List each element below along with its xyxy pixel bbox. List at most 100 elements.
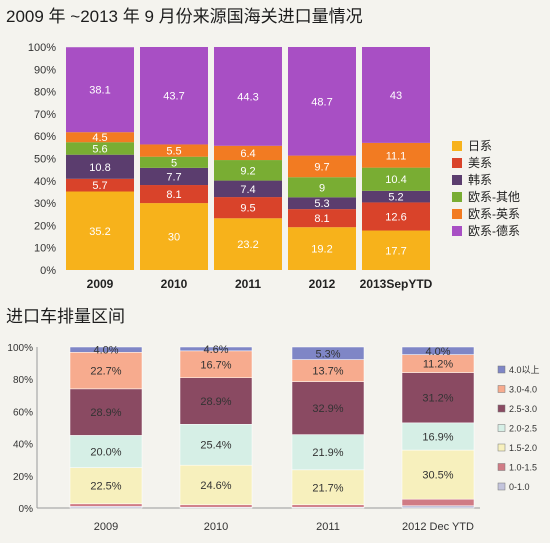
data-label: 9.7 — [314, 161, 329, 173]
data-label: 35.2 — [89, 226, 110, 238]
legend-label: 欧系-英系 — [468, 207, 520, 221]
legend-label: 2.5-3.0 — [509, 404, 537, 414]
legend-label: 2.0-2.5 — [509, 424, 537, 434]
data-label: 30 — [168, 232, 180, 244]
bar-segment — [362, 167, 430, 191]
legend-label: 3.0-4.0 — [509, 385, 537, 395]
legend-label: 日系 — [468, 139, 492, 153]
data-label: 4.0% — [425, 346, 450, 358]
bar-segment — [140, 144, 208, 157]
data-label: 5.2 — [388, 192, 403, 204]
data-label: 10.8 — [89, 162, 110, 174]
bar-segment — [66, 154, 134, 179]
data-label: 43 — [390, 90, 402, 102]
bar-segment — [214, 197, 282, 219]
legend-swatch — [452, 192, 462, 202]
data-label: 22.7% — [90, 366, 121, 378]
bar-segment — [214, 160, 282, 181]
x-category-label: 2012 — [309, 277, 336, 291]
data-label: 19.2 — [311, 244, 332, 256]
chart-title: 进口车排量区间 — [6, 307, 125, 326]
data-label: 12.6 — [385, 211, 406, 223]
data-label: 6.4 — [240, 148, 255, 160]
data-label: 7.4 — [240, 184, 255, 196]
y-tick-label: 90% — [34, 64, 56, 76]
x-category-label: 2009 — [87, 277, 114, 291]
bar-segment — [288, 227, 356, 270]
bar-segment — [401, 422, 475, 451]
x-category-label: 2012 Dec YTD — [402, 521, 474, 533]
bar-segment — [214, 145, 282, 161]
data-label: 4.0% — [93, 345, 118, 357]
data-label: 13.7% — [312, 366, 343, 378]
bar-segment — [69, 467, 143, 505]
data-label: 48.7 — [311, 96, 332, 108]
legend-swatch — [452, 209, 462, 219]
data-label: 16.9% — [422, 431, 453, 443]
bar-segment — [291, 381, 365, 435]
y-tick-label: 0% — [40, 265, 56, 277]
x-category-label: 2010 — [204, 521, 228, 533]
legend-label: 欧系-其他 — [468, 190, 520, 204]
data-label: 43.7 — [163, 91, 184, 103]
data-label: 31.2% — [422, 393, 453, 405]
bar-segment — [401, 346, 475, 355]
y-tick-label: 80% — [13, 375, 33, 386]
data-label: 5 — [171, 157, 177, 169]
legend-label: 美系 — [468, 156, 492, 170]
bar-segment — [66, 47, 134, 133]
data-label: 16.7% — [200, 359, 231, 371]
legend-label: 0-1.0 — [509, 482, 530, 492]
bar-segment — [291, 346, 365, 360]
bar-segment — [291, 469, 365, 506]
legend-swatch — [497, 424, 506, 432]
legend-swatch — [497, 482, 506, 491]
bar-segment — [288, 209, 356, 228]
data-label: 21.9% — [312, 447, 343, 459]
x-category-label: 2011 — [316, 521, 340, 533]
legend-label: 4.0以上 — [509, 365, 540, 375]
data-label: 5.5 — [166, 146, 181, 158]
bar-segment — [66, 191, 134, 270]
bar-segment — [69, 388, 143, 436]
data-label: 5.3% — [315, 348, 340, 360]
bar-segment — [66, 178, 134, 192]
bar-segment — [291, 504, 365, 508]
bar-segment — [362, 142, 430, 168]
bar-segment — [140, 185, 208, 204]
legend-swatch — [452, 175, 462, 185]
data-label: 25.4% — [200, 440, 231, 452]
y-tick-label: 50% — [34, 154, 56, 166]
data-label: 8.1 — [166, 189, 181, 201]
legend-swatch — [452, 141, 462, 151]
y-tick-label: 70% — [34, 109, 56, 121]
data-label: 4.5 — [92, 132, 107, 144]
bar-segment — [69, 503, 143, 507]
data-label: 8.1 — [314, 213, 329, 225]
bar-segment — [362, 47, 430, 143]
legend-swatch — [452, 226, 462, 236]
bar-segment — [288, 177, 356, 198]
data-label: 32.9% — [312, 403, 343, 415]
y-tick-label: 40% — [34, 176, 56, 188]
chart-title: 2009 年 ~2013 年 9 月份来源国海关进口量情况 — [6, 7, 363, 26]
x-category-label: 2011 — [235, 277, 261, 291]
y-tick-label: 80% — [34, 87, 56, 99]
legend-swatch — [497, 443, 506, 452]
bar-segment — [69, 346, 143, 353]
data-label: 28.9% — [200, 396, 231, 408]
legend-swatch — [497, 404, 506, 413]
data-label: 30.5% — [422, 470, 453, 482]
bar-segment — [140, 156, 208, 168]
legend-label: 韩系 — [468, 172, 492, 187]
bar-segment — [288, 155, 356, 178]
bar-segment — [288, 47, 356, 156]
y-tick-label: 10% — [34, 243, 56, 255]
data-label: 5.6 — [92, 143, 107, 155]
x-category-label: 2009 — [94, 521, 118, 533]
bar-segment — [214, 180, 282, 198]
data-label: 38.1 — [89, 85, 110, 97]
bar-segment — [214, 47, 282, 146]
